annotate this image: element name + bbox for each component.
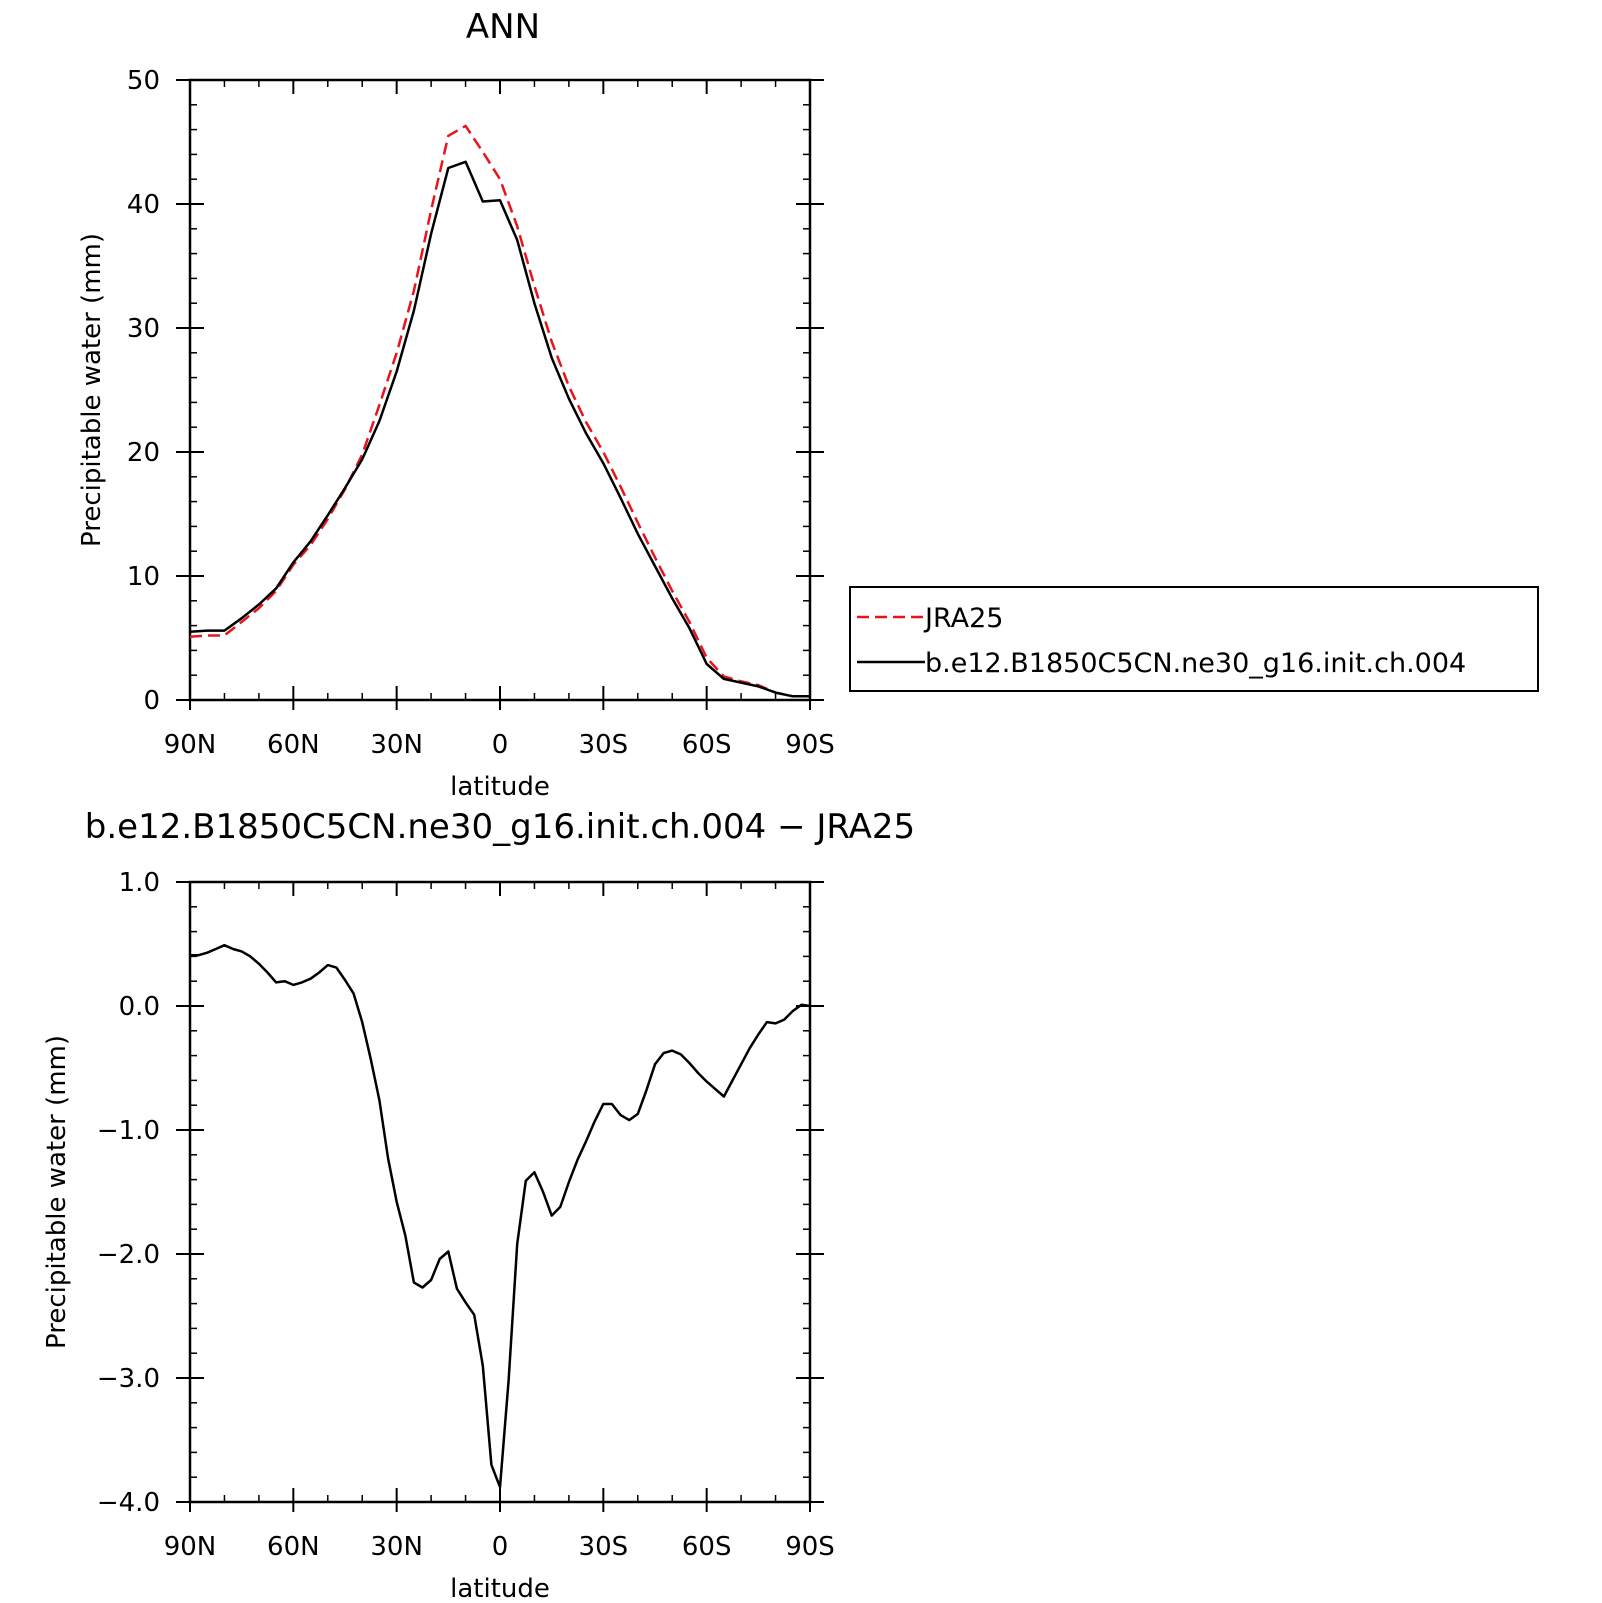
bottom-x-tick-label: 90N [164, 1532, 217, 1562]
top-y-tick-label: 50 [127, 66, 160, 96]
legend: JRA25 b.e12.B1850C5CN.ne30_g16.init.ch.0… [849, 586, 1539, 692]
bottom-x-tick-label: 90S [785, 1532, 835, 1562]
top-x-tick-labels: 90N 60N 30N 0 30S 60S 90S [164, 730, 835, 760]
bottom-y-tick-label: 0.0 [119, 992, 160, 1022]
top-y-tick-labels: 0 10 20 30 40 50 [127, 66, 160, 716]
top-y-tick-label: 40 [127, 190, 160, 220]
top-chart-title: ANN [466, 7, 540, 47]
bottom-x-tick-label: 60S [682, 1532, 732, 1562]
bottom-tick-marks [176, 881, 824, 1512]
top-x-tick-label: 60N [267, 730, 320, 760]
bottom-x-tick-label: 0 [492, 1532, 509, 1562]
bottom-panel: b.e12.B1850C5CN.ne30_g16.init.ch.004 − J… [42, 807, 915, 1603]
top-y-tick-label: 0 [143, 686, 160, 716]
top-y-tick-label: 10 [127, 562, 160, 592]
top-series-lines [189, 124, 810, 698]
legend-box [849, 586, 1539, 692]
bottom-series-line-difference [190, 943, 811, 1489]
top-y-tick-label: 30 [127, 314, 160, 344]
legend-label-jra25: JRA25 [923, 603, 1003, 634]
bottom-y-tick-labels: 1.0 0.0 −1.0 −2.0 −3.0 −4.0 [97, 868, 160, 1518]
top-series-line-jra25 [189, 124, 810, 698]
bottom-x-tick-labels: 90N 60N 30N 0 30S 60S 90S [164, 1532, 835, 1562]
top-y-tick-label: 20 [127, 438, 160, 468]
bottom-x-tick-label: 60N [267, 1532, 320, 1562]
bottom-y-tick-label: −3.0 [97, 1364, 160, 1394]
top-x-axis-label: latitude [450, 772, 550, 802]
top-x-tick-label: 30S [579, 730, 629, 760]
top-x-tick-label: 90S [785, 730, 835, 760]
top-plot-frame [188, 78, 812, 702]
top-tick-marks [176, 79, 824, 710]
bottom-y-axis-label: Precipitable water (mm) [42, 1035, 72, 1349]
top-x-tick-label: 60S [682, 730, 732, 760]
bottom-chart-title: b.e12.B1850C5CN.ne30_g16.init.ch.004 − J… [85, 807, 915, 847]
bottom-y-tick-label: −4.0 [97, 1488, 160, 1518]
bottom-y-tick-label: −1.0 [97, 1116, 160, 1146]
bottom-series-lines [190, 943, 811, 1489]
bottom-x-tick-label: 30S [579, 1532, 629, 1562]
top-x-tick-label: 30N [370, 730, 423, 760]
top-series-line-model [189, 160, 810, 698]
top-y-axis-label: Precipitable water (mm) [77, 233, 107, 547]
bottom-x-axis-label: latitude [450, 1574, 550, 1603]
top-x-tick-label: 90N [164, 730, 217, 760]
bottom-x-tick-label: 30N [370, 1532, 423, 1562]
bottom-y-tick-label: 1.0 [119, 868, 160, 898]
top-x-tick-label: 0 [492, 730, 509, 760]
bottom-y-tick-label: −2.0 [97, 1240, 160, 1270]
bottom-plot-frame [188, 880, 812, 1504]
top-panel: ANN 0 10 20 30 40 50 90N 60N 30N 0 30S 60S 90S lati… [77, 7, 835, 802]
legend-label-model: b.e12.B1850C5CN.ne30_g16.init.ch.004 [925, 648, 1466, 679]
